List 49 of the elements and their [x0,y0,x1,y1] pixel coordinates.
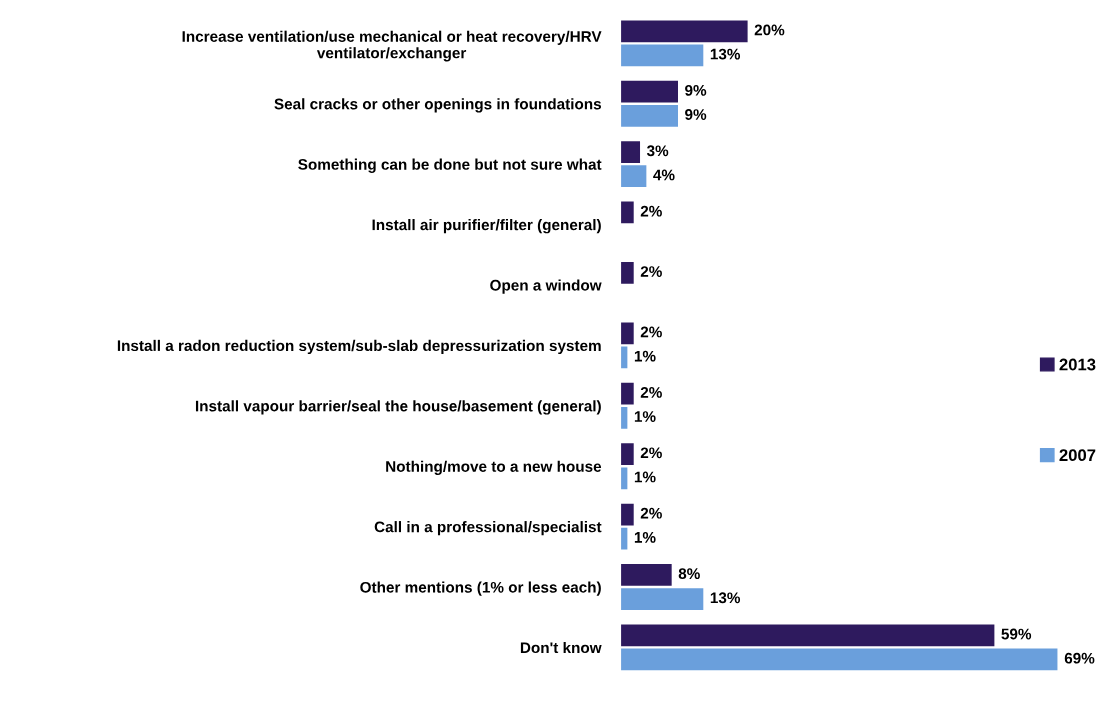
bar [621,165,647,188]
y-tick-label: Something can be done but not sure what [298,158,602,173]
data-label: 4% [653,169,675,181]
data-label: 3% [646,145,669,157]
data-label: 20% [754,24,785,36]
bar [621,141,641,163]
data-label: 2% [640,266,662,277]
data-label: 69% [1064,652,1095,664]
bar [621,588,704,610]
legend-label: 2013 [1059,358,1096,371]
y-tick-label: Increase ventilation/use mechanical or heat recovery/HRV ventilator/exchanger [182,30,602,62]
data-label: 2% [640,447,662,459]
data-label: 2% [640,326,662,338]
data-label: 2% [640,386,662,398]
data-label: 1% [634,532,656,543]
bar [621,20,748,43]
bar [621,201,634,224]
bar [621,564,672,586]
data-label: 2% [640,205,662,217]
y-tick-label: Open a window [490,279,602,294]
data-label: 8% [678,568,700,580]
bar [621,624,995,647]
y-tick-label: Install vapour barrier/seal the house/basement (general) [195,400,601,415]
y-tick-label: Call in a professional/specialist [374,521,602,536]
bar [621,382,634,405]
y-tick-label: Don't know [520,641,602,654]
data-label: 13% [710,48,741,60]
bar [621,322,634,345]
data-label: 2% [640,507,662,519]
bar [621,648,1058,671]
data-label: 1% [634,411,656,422]
data-label: 1% [634,350,656,362]
bar [621,443,634,465]
y-tick-label: Seal cracks or other openings in foundations [274,98,601,113]
y-tick-label: Install a radon reduction system/sub-slab depressurization system [117,339,601,355]
bar [621,503,634,526]
y-tick-label: Install air purifier/filter (general) [372,219,601,234]
bar [621,44,704,67]
data-label: 9% [685,84,707,96]
y-tick-label: Other mentions (1% or less each) [360,581,601,596]
bar [621,104,678,127]
y-tick-label: Nothing/move to a new house [386,460,602,475]
data-label: 59% [1001,628,1032,640]
data-label: 13% [710,592,741,604]
legend-label: 2007 [1059,449,1096,462]
bar [621,262,634,284]
data-label: 1% [634,471,656,483]
data-label: 9% [685,109,707,120]
bar [621,80,678,103]
